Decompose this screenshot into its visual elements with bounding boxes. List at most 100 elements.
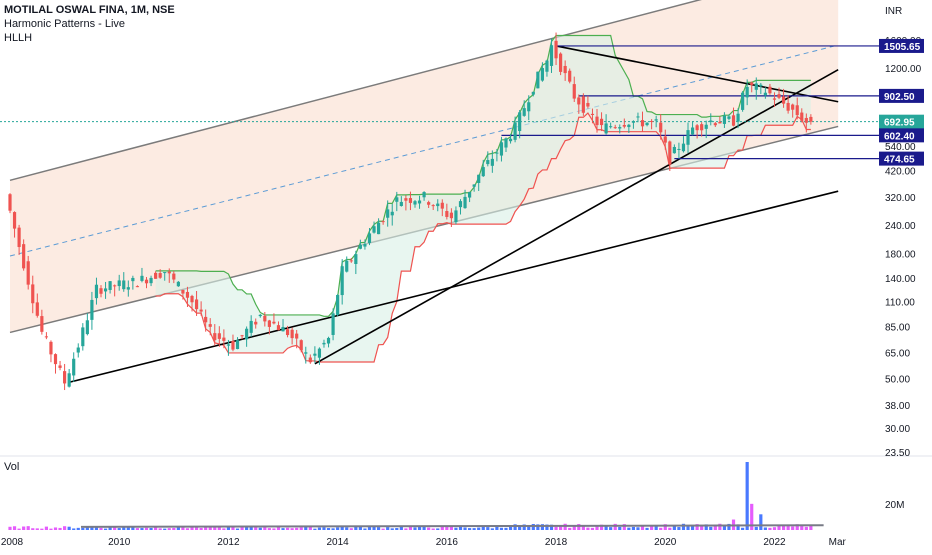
candle-body [235, 340, 240, 350]
volume-bar [122, 527, 126, 530]
candle-body [99, 288, 103, 294]
indicator-name-2[interactable]: HLLH [4, 32, 33, 44]
candle [568, 68, 572, 84]
candle [640, 111, 645, 132]
candle [331, 308, 335, 341]
candle [704, 120, 708, 139]
candle-body [745, 86, 749, 98]
candle [163, 271, 167, 281]
candle-body [781, 96, 786, 104]
candle-body [522, 108, 526, 116]
candle-body [90, 299, 94, 320]
candle-body [367, 233, 372, 243]
candle-body [272, 321, 276, 324]
candle-body [199, 309, 203, 312]
y-tick-label: 23.50 [885, 448, 910, 459]
candle [49, 340, 53, 363]
candle-body [117, 280, 121, 287]
volume-ma-line [80, 524, 824, 528]
y-tick-label: 540.00 [885, 142, 916, 153]
volume-bar [613, 523, 617, 530]
candle [554, 32, 558, 66]
volume-bar [322, 527, 326, 530]
volume-bar [586, 527, 590, 530]
volume-bar [622, 524, 626, 530]
volume-bar [745, 462, 749, 530]
volume-bar [336, 527, 340, 530]
candle [81, 323, 85, 351]
price-tag-label: 692.95 [884, 118, 915, 129]
volume-bar [290, 528, 294, 530]
candle-body [731, 115, 736, 126]
volume-bar [672, 525, 676, 530]
candle-body [81, 327, 85, 347]
candle [181, 289, 185, 300]
candle [522, 100, 526, 117]
volume-bar [81, 527, 85, 530]
volume-bar [40, 528, 44, 530]
candle [254, 318, 258, 329]
candle-body [190, 295, 194, 303]
candle-body [677, 148, 681, 150]
candle-body [586, 102, 590, 107]
candle-body [245, 328, 249, 340]
candle [172, 271, 176, 284]
candle [149, 275, 153, 287]
indicator-name[interactable]: Harmonic Patterns - Live [4, 18, 126, 30]
candle-body [395, 197, 399, 202]
candle-body [663, 136, 667, 143]
volume-bar [763, 527, 767, 530]
volume-bar [722, 526, 727, 530]
candle-body [759, 84, 763, 87]
axis-unit: INR [885, 6, 902, 17]
symbol-title[interactable]: MOTILAL OSWAL FINA, 1M, NSE [4, 4, 175, 16]
candle-body [12, 212, 17, 229]
y-tick-label: 50.00 [885, 374, 910, 385]
candle-body [490, 158, 494, 166]
candle [440, 199, 444, 217]
candle [44, 332, 48, 340]
volume-bar [144, 527, 149, 530]
volume-bar [413, 527, 417, 530]
candle-body [795, 105, 799, 116]
candle-body [35, 302, 39, 316]
candle-body [713, 123, 717, 126]
candle-body [308, 357, 312, 363]
volume-bar [63, 526, 67, 530]
volume-bar [395, 528, 399, 530]
candle [604, 114, 608, 135]
volume-bar [718, 523, 722, 530]
candle-body [668, 141, 672, 165]
volume-bar [126, 526, 130, 530]
volume-bar [181, 527, 185, 530]
volume-bar [363, 528, 367, 530]
volume-bar [486, 527, 490, 530]
candle [804, 113, 808, 133]
candle [800, 108, 804, 123]
candle [263, 311, 267, 327]
volume-bar [540, 524, 544, 530]
candle-body [791, 104, 795, 110]
volume-label: Vol [4, 461, 20, 473]
volume-bar [231, 526, 235, 530]
candle [117, 274, 121, 291]
candle [586, 95, 590, 109]
volume-bar [786, 524, 790, 530]
price-tag-label: 474.65 [884, 155, 915, 166]
candle [194, 290, 199, 316]
candle [690, 121, 695, 136]
volume-bar [545, 524, 549, 530]
candle-body [354, 254, 358, 265]
volume-bar [599, 524, 604, 530]
y-tick-label: 1200.00 [885, 64, 922, 75]
volume-bar [590, 527, 595, 530]
candle [549, 38, 554, 73]
candle-body [659, 122, 663, 133]
candle-body [695, 125, 699, 131]
candle-body [285, 329, 290, 336]
candle [376, 218, 381, 235]
candle [490, 150, 494, 173]
volume-bar [713, 525, 717, 530]
